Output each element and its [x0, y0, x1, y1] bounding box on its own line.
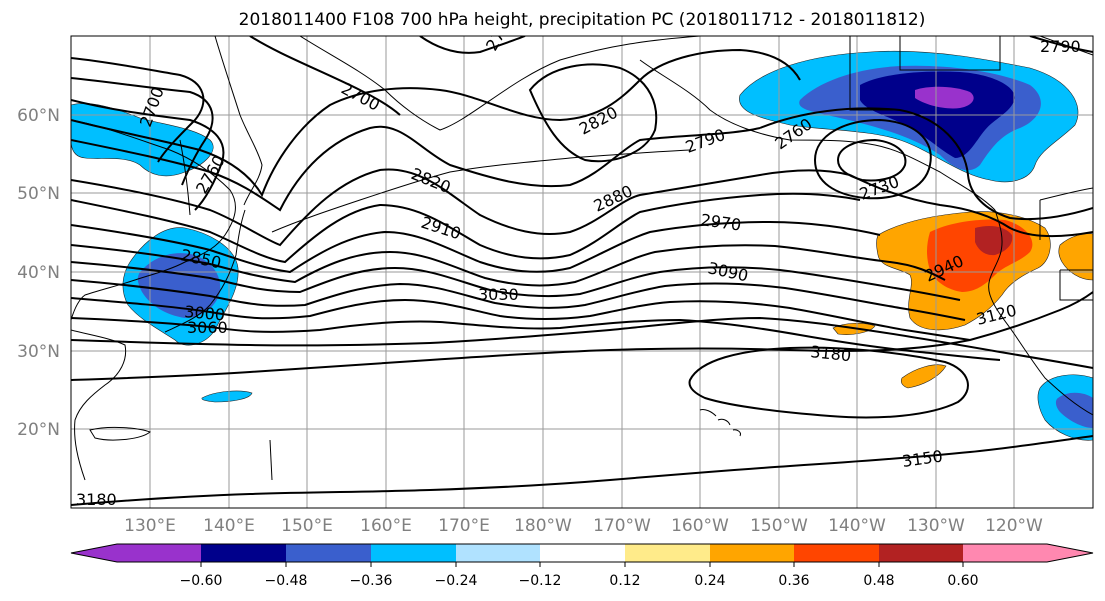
contour-2700-ne — [1029, 36, 1093, 53]
colorbar-tick-label: 0.60 — [947, 573, 978, 589]
precip-alaska-purple — [915, 86, 974, 109]
lon-label: 120°W — [985, 516, 1043, 536]
lon-label: 140°E — [203, 516, 255, 536]
coast-islands — [89, 426, 273, 481]
contour-label: 3060 — [187, 318, 228, 337]
contour-label: 3030 — [478, 285, 519, 304]
lon-label: 130°E — [124, 516, 176, 536]
contour-2760-loop — [813, 118, 932, 200]
colorbar-segment — [710, 544, 794, 562]
lat-label: 50°N — [17, 184, 60, 204]
lon-label: 170°E — [438, 516, 490, 536]
colorbar-tick-labels: −0.60 −0.48 −0.36 −0.24 −0.12 0.12 0.24 … — [180, 573, 979, 589]
contour-3090 — [71, 316, 1093, 369]
contour-2910 — [71, 220, 881, 274]
lat-label: 60°N — [17, 106, 60, 126]
contour-2820-loop — [528, 63, 658, 163]
lon-label: 170°W — [593, 516, 651, 536]
lon-label: 130°W — [907, 516, 965, 536]
lat-label: 40°N — [17, 263, 60, 283]
colorbar-segment — [286, 544, 371, 562]
precip-small-orange-2 — [900, 364, 947, 389]
lon-label: 160°W — [671, 516, 729, 536]
coast-kamchatka — [214, 36, 263, 206]
lon-label: 180°W — [514, 516, 572, 536]
contour-label: 3000 — [184, 302, 226, 324]
colorbar-tick-label: −0.36 — [350, 573, 393, 589]
chart-title: 2018011400 F108 700 hPa height, precipit… — [239, 10, 926, 30]
precip-positive-darkred — [975, 226, 1013, 256]
lon-label: 160°E — [360, 516, 412, 536]
colorbar-tick-label: 0.12 — [609, 573, 640, 589]
coast-na-interior — [1039, 187, 1093, 301]
colorbar-segment — [71, 544, 201, 562]
contour-2790-ne — [759, 107, 1093, 221]
contour-3030 — [71, 297, 971, 341]
contour-2940 — [71, 244, 946, 287]
map-frame — [70, 35, 1094, 509]
contour-3000 — [71, 279, 966, 321]
contour-3060 — [71, 317, 1001, 361]
contour-3180-loop — [688, 346, 969, 419]
contour-2760-west — [71, 99, 225, 211]
lat-label: 30°N — [17, 342, 60, 362]
colorbar: −0.60 −0.48 −0.36 −0.24 −0.12 0.12 0.24 … — [70, 543, 1094, 589]
colorbar-segment — [456, 544, 540, 562]
lon-label: 150°W — [750, 516, 808, 536]
colorbar-segment — [540, 544, 625, 562]
colorbar-ticks — [200, 562, 964, 567]
contour-3150 — [71, 435, 1093, 506]
contour-2700-north — [249, 36, 526, 116]
coast-na-west — [988, 209, 1093, 416]
precip-ca-medium — [1055, 392, 1093, 428]
precip-shading — [71, 50, 1093, 441]
contour-label: 3180 — [76, 490, 117, 509]
coast-hawaii — [699, 409, 741, 437]
contour-label: 3180 — [810, 342, 852, 365]
contour-2820-ne — [849, 174, 1093, 238]
colorbar-tick-label: 0.48 — [863, 573, 894, 589]
colorbar-tick-label: −0.60 — [180, 573, 223, 589]
precip-japan-medium — [137, 253, 221, 318]
colorbar-tick-label: 0.36 — [778, 573, 809, 589]
height-contours — [71, 36, 1093, 506]
precip-small-blue — [201, 390, 253, 403]
lon-label: 150°E — [281, 516, 333, 536]
map-panel: 2700 2700 2760 2820 2820 2850 2880 2910 … — [17, 35, 1094, 536]
coast-korea-china — [71, 329, 127, 481]
coast-alaska — [299, 36, 996, 211]
coast-asia — [71, 119, 236, 321]
colorbar-segment — [879, 544, 963, 562]
contour-2880 — [71, 192, 861, 264]
contour-label: 2790 — [1040, 37, 1081, 56]
colorbar-tick-label: 0.24 — [694, 573, 725, 589]
colorbar-segment — [625, 544, 710, 562]
contour-2820-a — [71, 125, 761, 212]
colorbar-tick-label: −0.12 — [519, 573, 562, 589]
colorbar-segment — [963, 544, 1093, 562]
contour-2850 — [71, 168, 851, 247]
lat-label: 20°N — [17, 420, 60, 440]
coast-aleutians — [271, 149, 691, 233]
contour-3120 — [71, 291, 1093, 381]
contour-2790 — [71, 48, 801, 198]
longitude-labels: 130°E 140°E 150°E 160°E 170°E 180°W 170°… — [124, 516, 1043, 536]
contour-2970 — [71, 261, 961, 301]
colorbar-segment — [794, 544, 879, 562]
colorbar-tick-label: −0.24 — [435, 573, 478, 589]
colorbar-tick-label: −0.48 — [265, 573, 308, 589]
latitude-labels: 60°N 50°N 40°N 30°N 20°N — [17, 106, 60, 440]
colorbar-segment — [201, 544, 286, 562]
lon-label: 140°W — [828, 516, 886, 536]
colorbar-outline — [70, 543, 1094, 563]
contour-2730-west — [71, 77, 214, 186]
colorbar-segment — [371, 544, 456, 562]
contour-2700-west — [71, 57, 205, 163]
